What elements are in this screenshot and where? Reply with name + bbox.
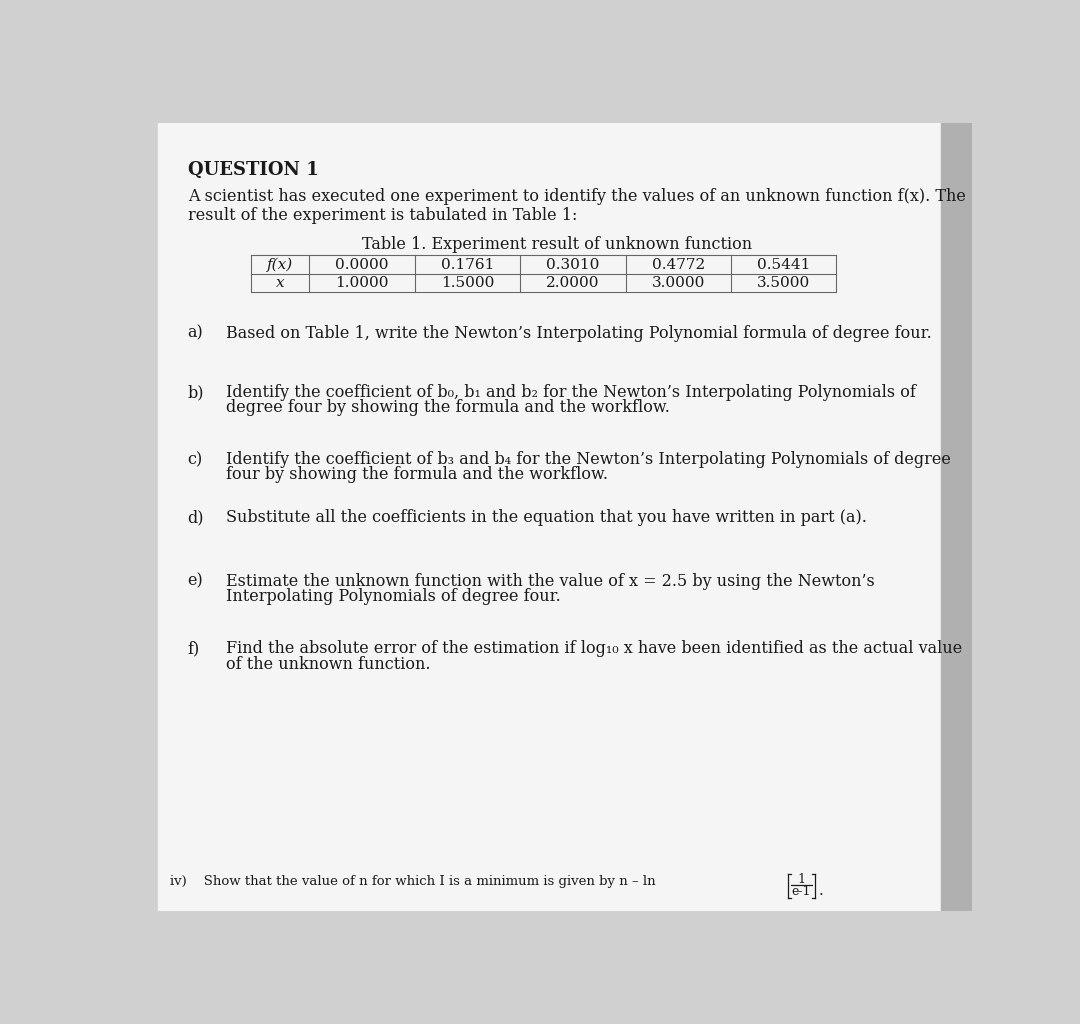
Text: QUESTION 1: QUESTION 1 bbox=[188, 161, 319, 178]
Text: 0.4772: 0.4772 bbox=[651, 258, 705, 271]
Text: 0.0000: 0.0000 bbox=[335, 258, 389, 271]
Text: result of the experiment is tabulated in Table 1:: result of the experiment is tabulated in… bbox=[188, 207, 577, 224]
Text: x: x bbox=[276, 276, 285, 290]
Text: b): b) bbox=[188, 384, 204, 401]
Text: c): c) bbox=[188, 451, 203, 468]
Text: Identify the coefficient of b₃ and b₄ for the Newton’s Interpolating Polynomials: Identify the coefficient of b₃ and b₄ fo… bbox=[227, 451, 951, 468]
Text: Find the absolute error of the estimation if log₁₀ x have been identified as the: Find the absolute error of the estimatio… bbox=[227, 640, 962, 657]
Text: a): a) bbox=[188, 325, 203, 342]
Text: 0.5441: 0.5441 bbox=[757, 258, 810, 271]
Text: 1.5000: 1.5000 bbox=[441, 276, 495, 290]
Text: Table 1. Experiment result of unknown function: Table 1. Experiment result of unknown fu… bbox=[362, 237, 753, 253]
Text: 3.5000: 3.5000 bbox=[757, 276, 810, 290]
Text: Substitute all the coefficients in the equation that you have written in part (a: Substitute all the coefficients in the e… bbox=[227, 509, 867, 526]
Text: 1.0000: 1.0000 bbox=[335, 276, 389, 290]
Text: .: . bbox=[819, 885, 823, 898]
Text: 0.3010: 0.3010 bbox=[546, 258, 599, 271]
Text: A scientist has executed one experiment to identify the values of an unknown fun: A scientist has executed one experiment … bbox=[188, 187, 966, 205]
Text: f): f) bbox=[188, 640, 200, 657]
Text: 1: 1 bbox=[797, 873, 806, 887]
Text: degree four by showing the formula and the workflow.: degree four by showing the formula and t… bbox=[227, 399, 671, 417]
Text: four by showing the formula and the workflow.: four by showing the formula and the work… bbox=[227, 466, 608, 483]
Text: e): e) bbox=[188, 572, 203, 590]
Text: 2.0000: 2.0000 bbox=[546, 276, 599, 290]
Text: 0.1761: 0.1761 bbox=[441, 258, 495, 271]
Bar bbox=[941, 123, 972, 911]
Text: of the unknown function.: of the unknown function. bbox=[227, 655, 431, 673]
Text: e-1: e-1 bbox=[792, 885, 811, 898]
Text: d): d) bbox=[188, 509, 204, 526]
Text: iv)    Show that the value of n for which I is a minimum is given by n – ln: iv) Show that the value of n for which I… bbox=[170, 876, 656, 888]
Text: Identify the coefficient of b₀, b₁ and b₂ for the Newton’s Interpolating Polynom: Identify the coefficient of b₀, b₁ and b… bbox=[227, 384, 916, 401]
Text: Estimate the unknown function with the value of x = 2.5 by using the Newton’s: Estimate the unknown function with the v… bbox=[227, 572, 875, 590]
Text: f(x): f(x) bbox=[267, 257, 294, 271]
Text: Based on Table 1, write the Newton’s Interpolating Polynomial formula of degree : Based on Table 1, write the Newton’s Int… bbox=[227, 325, 932, 342]
Text: Interpolating Polynomials of degree four.: Interpolating Polynomials of degree four… bbox=[227, 588, 562, 605]
Text: 3.0000: 3.0000 bbox=[651, 276, 705, 290]
